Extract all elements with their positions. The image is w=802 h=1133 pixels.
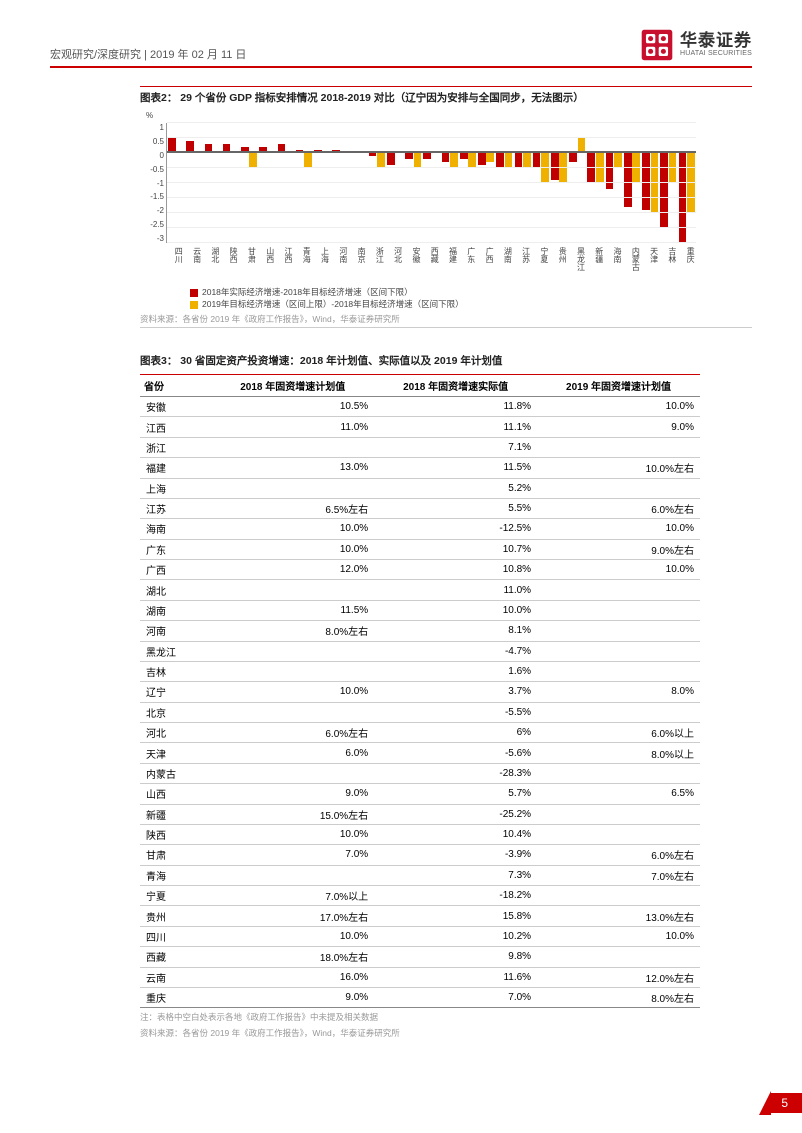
brand-name-cn: 华泰证券: [680, 32, 752, 50]
brand-name-en: HUATAI SECURITIES: [680, 50, 752, 57]
table-row: 湖北11.0%: [140, 580, 700, 600]
table-row: 湖南11.5%10.0%: [140, 600, 700, 620]
table-row: 上海5.2%: [140, 478, 700, 498]
legend-label-2: 2019年目标经济增速（区间上限）-2018年目标经济增速（区间下限）: [202, 299, 464, 311]
table-row: 江苏6.5%左右5.5%6.0%左右: [140, 498, 700, 518]
table-row: 云南16.0%11.6%12.0%左右: [140, 967, 700, 987]
table-row: 青海7.3%7.0%左右: [140, 865, 700, 885]
table3-source: 资料来源：各省份 2019 年《政府工作报告》，Wind，华泰证券研究所: [140, 1027, 752, 1040]
table-row: 内蒙古-28.3%: [140, 763, 700, 783]
table-row: 浙江7.1%: [140, 437, 700, 457]
breadcrumb: 宏观研究/深度研究 | 2019 年 02 月 11 日: [50, 46, 246, 62]
table-row: 辽宁10.0%3.7%8.0%: [140, 682, 700, 702]
table-row: 河北6.0%左右6%6.0%以上: [140, 723, 700, 743]
table-row: 陕西10.0%10.4%: [140, 824, 700, 844]
table3-note: 注：表格中空白处表示各地《政府工作报告》中未提及相关数据: [140, 1011, 752, 1024]
page-footer: 5: [759, 1091, 802, 1115]
table-row: 四川10.0%10.2%10.0%: [140, 926, 700, 946]
chart2-plot: [166, 123, 696, 243]
table-row: 江西11.0%11.1%9.0%: [140, 417, 700, 437]
chart2-y-axis: 10.50-0.5-1-1.5-2-2.5-3: [140, 123, 164, 243]
table-row: 安徽10.5%11.8%10.0%: [140, 397, 700, 417]
table-row: 山西9.0%5.7%6.5%: [140, 784, 700, 804]
table-row: 宁夏7.0%以上-18.2%: [140, 886, 700, 906]
chart2-source: 资料来源：各省份 2019 年《政府工作报告》，Wind，华泰证券研究所: [140, 313, 752, 328]
chart2: % 10.50-0.5-1-1.5-2-2.5-3 四川云南湖北陕西甘肃山西江西…: [140, 111, 700, 311]
chart2-y-unit: %: [146, 111, 153, 120]
chart2-title: 图表2： 29 个省份 GDP 指标安排情况 2018-2019 对比（辽宁因为…: [140, 86, 752, 105]
table-row: 新疆15.0%左右-25.2%: [140, 804, 700, 824]
table-row: 吉林1.6%: [140, 661, 700, 681]
brand-logo: 华泰证券 HUATAI SECURITIES: [640, 28, 752, 62]
table-row: 广西12.0%10.8%10.0%: [140, 560, 700, 580]
table-row: 黑龙江-4.7%: [140, 641, 700, 661]
table-row: 贵州17.0%左右15.8%13.0%左右: [140, 906, 700, 926]
table-row: 西藏18.0%左右9.8%: [140, 947, 700, 967]
table3: 省份2018 年固资增速计划值2018 年固资增速实际值2019 年固资增速计划…: [140, 374, 700, 1008]
table-row: 北京-5.5%: [140, 702, 700, 722]
chart2-x-labels: 四川云南湖北陕西甘肃山西江西青海上海河南南京浙江河北安徽西藏福建广东广西湖南江苏…: [166, 245, 696, 285]
huatai-logo-icon: [640, 28, 674, 62]
table-row: 广东10.0%10.7%9.0%左右: [140, 539, 700, 559]
table-row: 重庆9.0%7.0%8.0%左右: [140, 987, 700, 1007]
chart2-legend: 2018年实际经济增速-2018年目标经济增速（区间下限） 2019年目标经济增…: [190, 287, 464, 311]
table-row: 海南10.0%-12.5%10.0%: [140, 519, 700, 539]
table-row: 福建13.0%11.5%10.0%左右: [140, 458, 700, 478]
legend-swatch-red: [190, 289, 198, 297]
table-row: 甘肃7.0%-3.9%6.0%左右: [140, 845, 700, 865]
table-row: 河南8.0%左右8.1%: [140, 621, 700, 641]
table3-title: 图表3： 30 省固定资产投资增速：2018 年计划值、实际值以及 2019 年…: [140, 350, 752, 368]
legend-label-1: 2018年实际经济增速-2018年目标经济增速（区间下限）: [202, 287, 413, 299]
page-header: 宏观研究/深度研究 | 2019 年 02 月 11 日 华泰证券 HUATAI…: [50, 28, 752, 68]
table-row: 天津6.0%-5.6%8.0%以上: [140, 743, 700, 763]
legend-swatch-yellow: [190, 301, 198, 309]
page-number: 5: [771, 1093, 802, 1113]
footer-triangle-icon: [759, 1091, 771, 1115]
